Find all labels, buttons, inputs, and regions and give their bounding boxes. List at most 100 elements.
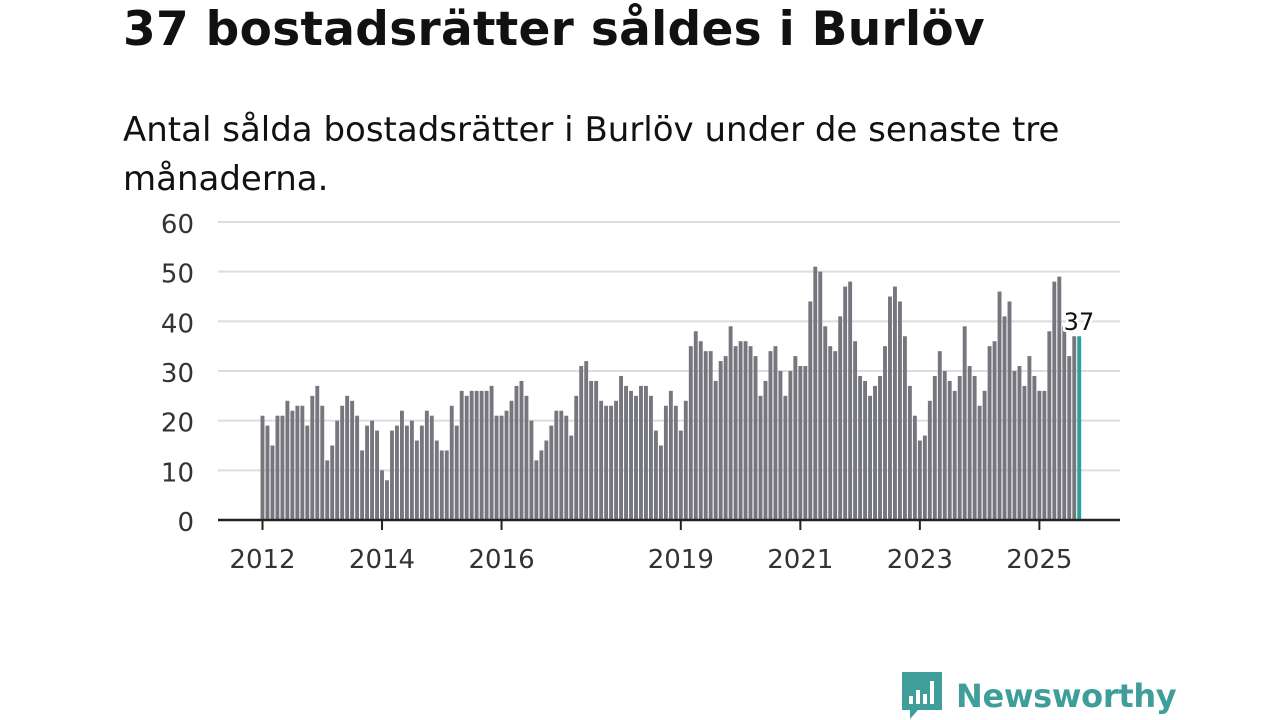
bar	[434, 440, 439, 520]
bar	[305, 425, 310, 520]
bar	[474, 390, 479, 520]
bar	[1047, 331, 1052, 520]
bar	[644, 385, 648, 520]
bar	[828, 346, 833, 520]
bar	[1042, 390, 1047, 520]
bar	[888, 296, 892, 520]
bar	[977, 405, 982, 520]
bar	[1052, 281, 1057, 520]
bar	[290, 410, 295, 520]
bar	[320, 405, 325, 520]
highlight-data-label: 37	[1064, 308, 1095, 336]
bar	[569, 435, 574, 520]
bar	[803, 366, 808, 520]
bar	[419, 425, 424, 520]
bar	[1032, 375, 1037, 520]
bar	[768, 351, 773, 520]
y-tick-label: 50	[161, 260, 194, 290]
bar	[982, 390, 987, 520]
bar	[783, 395, 788, 520]
bar	[883, 346, 887, 520]
bar	[624, 385, 628, 520]
bar	[584, 361, 589, 520]
bar	[549, 425, 554, 520]
bar	[265, 425, 270, 520]
y-axis-ticks: 0 10 20 30 40 50 60	[161, 210, 194, 538]
bar	[997, 291, 1002, 520]
bar	[937, 351, 942, 520]
bar	[350, 400, 355, 520]
bar	[813, 266, 818, 520]
x-tick-label: 2014	[349, 545, 415, 575]
bar	[788, 371, 793, 520]
bar	[355, 415, 360, 520]
bar	[345, 395, 350, 520]
bar	[449, 405, 454, 520]
bar	[688, 346, 693, 520]
bar	[310, 395, 315, 520]
bar	[629, 390, 633, 520]
bar	[300, 405, 305, 520]
x-tick-label: 2025	[1006, 545, 1072, 575]
bar	[340, 405, 345, 520]
bar	[748, 346, 753, 520]
bar	[853, 341, 858, 520]
bar	[1007, 301, 1012, 520]
bar	[907, 385, 912, 520]
bar	[609, 405, 614, 520]
bar	[932, 375, 937, 520]
bar	[972, 375, 977, 520]
y-tick-label: 40	[161, 309, 194, 339]
x-tick-label: 2021	[767, 545, 833, 575]
bar	[509, 400, 514, 520]
bar	[614, 400, 619, 520]
bar	[484, 390, 489, 520]
x-tick-label: 2012	[229, 545, 295, 575]
bar	[942, 371, 947, 520]
x-axis-ticks: 2012 2014 2016 2019 2021 2023 2025	[229, 520, 1072, 575]
bar	[494, 415, 499, 520]
bar	[574, 395, 579, 520]
bar	[663, 405, 668, 520]
bar	[808, 301, 813, 520]
bar	[1017, 366, 1022, 520]
bar	[589, 380, 594, 520]
bar	[544, 440, 549, 520]
bar	[848, 281, 853, 520]
bar	[260, 415, 265, 520]
bar	[753, 356, 758, 520]
bar	[429, 415, 434, 520]
bar	[634, 395, 638, 520]
bar	[370, 420, 375, 520]
bar	[992, 341, 997, 520]
bar	[414, 440, 419, 520]
bar	[499, 415, 504, 520]
bar	[380, 470, 384, 520]
bar	[270, 445, 275, 520]
bar	[967, 366, 972, 520]
bar	[897, 301, 902, 520]
bar	[1002, 316, 1007, 520]
bar	[653, 430, 658, 520]
bar	[648, 395, 653, 520]
bar	[858, 375, 863, 520]
bar	[325, 460, 330, 520]
chart-title: 37 bostadsrätter såldes i Burlöv	[123, 2, 985, 57]
bar	[778, 371, 783, 520]
bar	[519, 380, 524, 520]
bar	[604, 405, 609, 520]
bar	[927, 400, 932, 520]
y-tick-label: 20	[161, 409, 194, 439]
bar	[878, 375, 882, 520]
bar	[409, 420, 414, 520]
bar	[743, 341, 748, 520]
bar	[444, 450, 449, 520]
bar	[957, 375, 962, 520]
bar	[439, 450, 444, 520]
bar	[385, 480, 389, 520]
bar	[1062, 326, 1067, 520]
bar	[424, 410, 429, 520]
bar	[639, 385, 643, 520]
bar	[962, 326, 967, 520]
